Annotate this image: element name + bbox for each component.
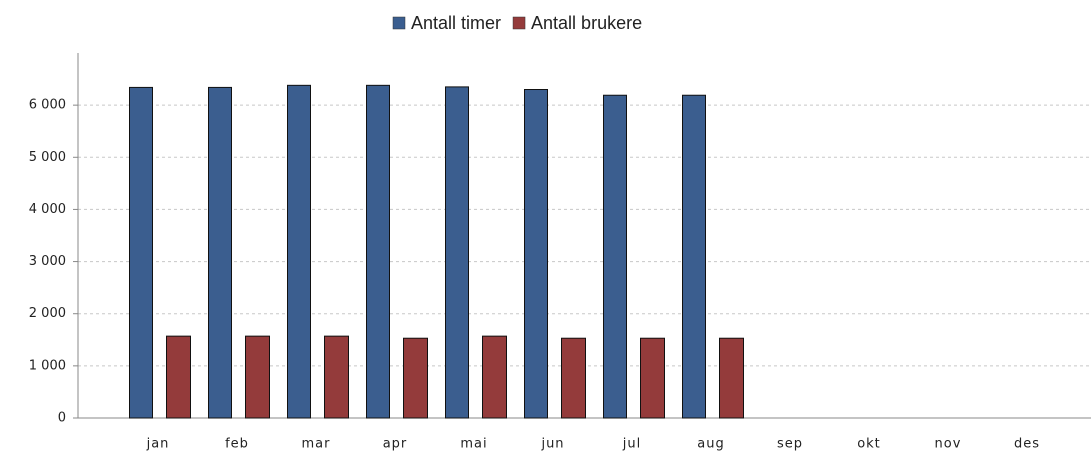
- x-tick-label: jun: [540, 437, 564, 452]
- bar: [524, 89, 548, 419]
- bar: [445, 86, 469, 419]
- y-tick-label: 5 000: [29, 150, 66, 165]
- x-tick-label: okt: [857, 437, 881, 452]
- x-tick-label: aug: [697, 437, 724, 452]
- bar: [640, 337, 665, 419]
- x-tick-label: mai: [460, 437, 487, 452]
- y-tick-label: 4 000: [29, 202, 66, 217]
- x-tick-label: sep: [777, 437, 803, 452]
- y-tick-label: 6 000: [29, 98, 66, 113]
- y-tick-label: 3 000: [29, 254, 66, 269]
- bar: [482, 335, 507, 419]
- bar: [366, 84, 390, 419]
- x-tick-label: mar: [302, 437, 331, 452]
- legend-label: Antall brukere: [531, 13, 642, 33]
- bar: [245, 335, 270, 419]
- bar: [719, 337, 744, 419]
- bar: [403, 337, 428, 419]
- x-tick-label: apr: [383, 437, 408, 452]
- bar: [287, 84, 311, 419]
- bar: [561, 337, 586, 419]
- x-tick-label: nov: [935, 437, 962, 452]
- x-tick-label: jan: [146, 437, 170, 452]
- bar: [682, 94, 706, 419]
- bar: [603, 94, 627, 419]
- x-tick-label: feb: [225, 437, 249, 452]
- x-tick-label: des: [1014, 437, 1040, 452]
- y-tick-label: 2 000: [29, 306, 66, 321]
- legend-swatch: [512, 16, 526, 30]
- legend-label: Antall timer: [411, 13, 501, 33]
- y-tick-label: 0: [58, 411, 66, 426]
- bar: [129, 86, 153, 419]
- y-tick-label: 1 000: [29, 358, 66, 373]
- bar: [166, 335, 191, 419]
- bar: [208, 86, 232, 419]
- x-tick-label: jul: [622, 437, 641, 452]
- legend-swatch: [392, 16, 406, 30]
- bar: [324, 335, 349, 419]
